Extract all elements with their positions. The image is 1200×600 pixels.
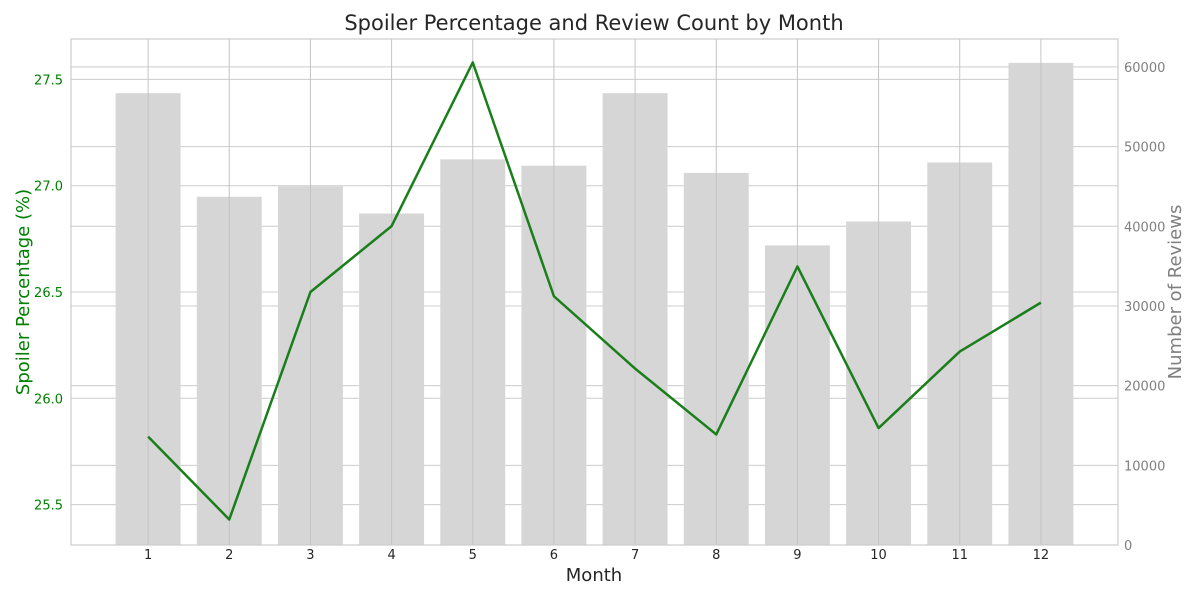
plot-border	[70, 38, 1119, 546]
x-tick-label: 9	[793, 548, 801, 563]
x-tick-label: 3	[306, 548, 314, 563]
y-right-tick-label: 30000	[1124, 300, 1165, 315]
spoiler-percentage-line	[147, 61, 1042, 521]
y-axis-right-label: Number of Reviews	[1165, 205, 1186, 380]
y-left-tick-label: 27.0	[34, 180, 63, 195]
y-right-tick-label: 0	[1124, 539, 1132, 554]
bar-series	[115, 62, 1074, 546]
y-left-tick-label: 26.5	[34, 286, 63, 301]
x-tick-label: 11	[951, 548, 968, 563]
line-series	[147, 61, 1042, 521]
chart-title: Spoiler Percentage and Review Count by M…	[344, 11, 843, 35]
x-tick-label: 7	[631, 548, 639, 563]
x-tick-label: 2	[225, 548, 233, 563]
x-tick-label: 5	[469, 548, 477, 563]
x-tick-label: 8	[712, 548, 720, 563]
y-right-tick-label: 10000	[1124, 459, 1165, 474]
y-left-tick-label: 26.0	[34, 392, 63, 407]
x-axis-label: Month	[566, 565, 622, 586]
y-left-tick-label: 27.5	[34, 73, 63, 88]
y-axis-left-label: Spoiler Percentage (%)	[13, 189, 34, 395]
x-tick-label: 10	[870, 548, 887, 563]
y-right-tick-label: 40000	[1124, 220, 1165, 235]
x-tick-label: 1	[144, 548, 152, 563]
y-right-tick-label: 60000	[1124, 61, 1165, 76]
y-right-tick-label: 50000	[1124, 141, 1165, 156]
x-tick-label: 12	[1033, 548, 1050, 563]
y-right-tick-label: 20000	[1124, 380, 1165, 395]
y-left-tick-label: 25.5	[34, 499, 63, 514]
x-tick-label: 4	[387, 548, 395, 563]
tick-labels: 1 2 3 4 5 6 7 8 9 10 11 1225.526.026.527.027.501000…	[34, 61, 1165, 563]
x-tick-label: 6	[550, 548, 558, 563]
